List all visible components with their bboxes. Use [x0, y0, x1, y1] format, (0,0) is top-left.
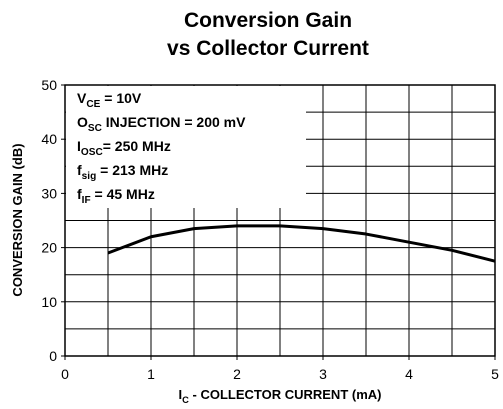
label: fIF = 45 MHz	[77, 186, 155, 206]
x-tick-label: 4	[405, 366, 413, 382]
label: IOSC= 250 MHz	[77, 138, 171, 158]
label-sub: OSC	[81, 147, 103, 158]
y-tick-label: 50	[41, 77, 57, 93]
annotation-box	[66, 86, 306, 208]
label-rest: INJECTION = 200 mV	[102, 114, 246, 130]
label: OSC INJECTION = 200 mV	[77, 114, 246, 134]
y-tick-label: 0	[49, 348, 57, 364]
label: fsig = 213 MHz	[77, 162, 168, 182]
y-axis-label: CONVERSION GAIN (dB)	[10, 143, 25, 296]
label-main: I	[77, 138, 81, 154]
label-rest: = 10V	[100, 90, 142, 106]
line	[107, 224, 496, 263]
x-tick-label: 3	[319, 366, 327, 382]
chart-title: vs Collector Current	[167, 37, 369, 60]
x-tick-label: 0	[61, 366, 69, 382]
x-tick-label: 5	[491, 366, 499, 382]
label-main: f	[77, 186, 82, 202]
label: IC - COLLECTOR CURRENT (mA)	[179, 387, 382, 405]
x-tick-label: 2	[233, 366, 241, 382]
label-rest: = 213 MHz	[96, 162, 168, 178]
y-tick-label: 10	[41, 294, 57, 310]
chart-title: Conversion Gain	[184, 9, 352, 32]
label-sub: IF	[82, 195, 91, 206]
label-main: f	[77, 162, 82, 178]
label-sub: CE	[86, 99, 100, 110]
y-tick-label: 20	[41, 240, 57, 256]
label-rest: - COLLECTOR CURRENT (mA)	[189, 387, 382, 402]
plot-frame	[64, 84, 496, 357]
label-rest: = 45 MHz	[91, 186, 155, 202]
x-tick-label: 1	[147, 366, 155, 382]
label-rest: = 250 MHz	[103, 138, 171, 154]
label-main: O	[77, 114, 88, 130]
label-main: V	[77, 90, 87, 106]
y-tick-label: 40	[41, 131, 57, 147]
label-main: I	[179, 387, 183, 402]
label: VCE = 10V	[77, 90, 142, 110]
label-sub: C	[182, 395, 189, 405]
label-sub: sig	[82, 171, 97, 182]
label-sub: SC	[88, 123, 102, 134]
y-tick-label: 30	[41, 185, 57, 201]
